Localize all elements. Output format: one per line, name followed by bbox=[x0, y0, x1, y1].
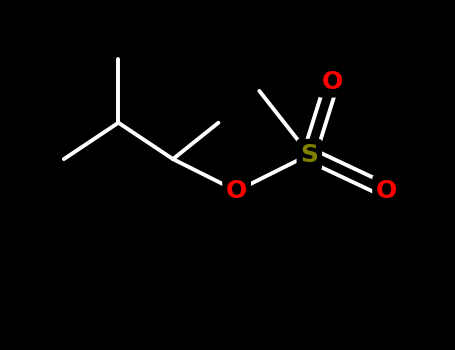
Text: O: O bbox=[321, 70, 343, 94]
Text: S: S bbox=[300, 142, 318, 167]
Text: O: O bbox=[376, 179, 397, 203]
Text: O: O bbox=[226, 179, 247, 203]
